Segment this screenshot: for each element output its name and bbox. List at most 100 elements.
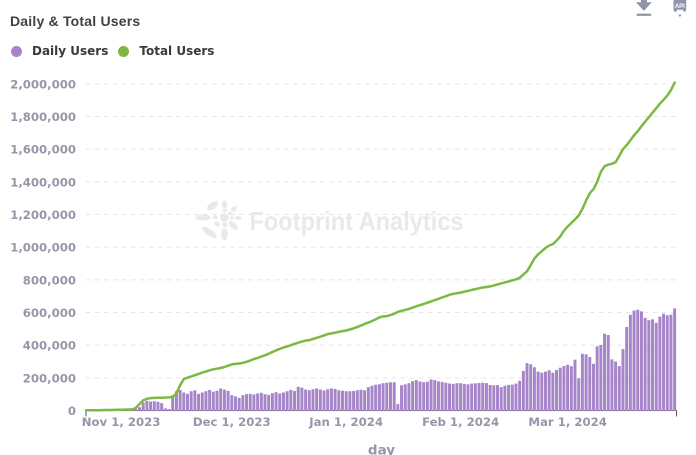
daily-users-bar[interactable] xyxy=(470,383,474,412)
daily-users-bar[interactable] xyxy=(385,382,389,412)
daily-users-bar[interactable] xyxy=(403,384,407,412)
daily-users-bar[interactable] xyxy=(518,380,522,412)
daily-users-bar[interactable] xyxy=(307,390,311,412)
daily-users-bar[interactable] xyxy=(374,384,378,412)
daily-users-bar[interactable] xyxy=(200,392,204,412)
daily-users-bar[interactable] xyxy=(141,402,145,412)
daily-users-bar[interactable] xyxy=(204,391,208,412)
daily-users-bar[interactable] xyxy=(337,390,341,412)
daily-users-bar[interactable] xyxy=(558,367,562,412)
daily-users-bar[interactable] xyxy=(544,371,547,412)
daily-users-bar[interactable] xyxy=(584,354,588,412)
daily-users-bar[interactable] xyxy=(267,394,271,412)
daily-users-bar[interactable] xyxy=(167,409,171,412)
daily-users-bar[interactable] xyxy=(407,383,411,412)
daily-users-bar[interactable] xyxy=(481,382,485,412)
daily-users-bar[interactable] xyxy=(639,311,643,412)
daily-users-bar[interactable] xyxy=(492,385,496,412)
daily-users-bar[interactable] xyxy=(186,393,189,412)
daily-users-bar[interactable] xyxy=(138,407,141,412)
daily-users-bar[interactable] xyxy=(248,393,252,412)
daily-users-bars[interactable] xyxy=(97,308,677,412)
daily-users-bar[interactable] xyxy=(163,408,167,412)
daily-users-bar[interactable] xyxy=(134,409,138,412)
daily-users-bar[interactable] xyxy=(270,393,274,412)
daily-users-bar[interactable] xyxy=(370,385,374,412)
daily-users-bar[interactable] xyxy=(514,383,518,412)
daily-users-bar[interactable] xyxy=(296,386,300,412)
daily-users-bar[interactable] xyxy=(178,389,182,412)
daily-users-bar[interactable] xyxy=(588,357,592,412)
daily-users-bar[interactable] xyxy=(171,395,175,412)
daily-users-bar[interactable] xyxy=(234,396,237,412)
daily-users-bar[interactable] xyxy=(197,393,201,412)
legend-item-total-users[interactable]: Total Users xyxy=(118,44,214,58)
daily-users-bar[interactable] xyxy=(322,390,326,412)
daily-users-bar[interactable] xyxy=(344,391,348,412)
daily-users-bar[interactable] xyxy=(562,366,566,412)
daily-users-bar[interactable] xyxy=(389,382,392,412)
daily-users-bar[interactable] xyxy=(532,367,536,412)
daily-users-bar[interactable] xyxy=(451,383,455,412)
daily-users-bar[interactable] xyxy=(274,392,278,412)
daily-users-bar[interactable] xyxy=(433,380,437,412)
daily-users-bar[interactable] xyxy=(396,404,400,412)
daily-users-bar[interactable] xyxy=(628,314,632,412)
daily-users-bar[interactable] xyxy=(521,370,525,412)
daily-users-bar[interactable] xyxy=(499,387,503,412)
daily-users-bar[interactable] xyxy=(477,383,481,412)
daily-users-bar[interactable] xyxy=(359,389,363,412)
daily-users-bar[interactable] xyxy=(411,381,415,412)
daily-users-bar[interactable] xyxy=(215,390,219,412)
daily-users-bar[interactable] xyxy=(647,320,651,412)
daily-users-bar[interactable] xyxy=(152,401,156,412)
daily-users-bar[interactable] xyxy=(329,388,333,412)
daily-users-bar[interactable] xyxy=(606,335,610,412)
daily-users-bar[interactable] xyxy=(591,363,595,412)
daily-users-bar[interactable] xyxy=(333,388,337,412)
daily-users-bar[interactable] xyxy=(614,361,618,412)
daily-users-bar[interactable] xyxy=(256,393,260,412)
daily-users-bar[interactable] xyxy=(226,390,230,412)
daily-users-bar[interactable] xyxy=(418,381,422,412)
daily-users-bar[interactable] xyxy=(488,385,492,412)
daily-users-bar[interactable] xyxy=(425,381,429,412)
daily-users-bar[interactable] xyxy=(448,383,451,412)
daily-users-bar[interactable] xyxy=(459,383,463,412)
daily-users-bar[interactable] xyxy=(621,349,625,412)
daily-users-bar[interactable] xyxy=(595,346,599,412)
daily-users-bar[interactable] xyxy=(289,389,293,412)
daily-users-bar[interactable] xyxy=(318,389,322,412)
daily-users-bar[interactable] xyxy=(237,397,241,412)
daily-users-bar[interactable] xyxy=(632,310,636,412)
daily-users-bar[interactable] xyxy=(529,364,533,412)
daily-users-bar[interactable] xyxy=(436,381,440,412)
daily-users-bar[interactable] xyxy=(211,391,215,412)
daily-users-bar[interactable] xyxy=(669,314,673,412)
daily-users-bar[interactable] xyxy=(444,382,448,412)
daily-users-bar[interactable] xyxy=(636,309,640,412)
daily-users-bar[interactable] xyxy=(643,317,647,412)
daily-users-bar[interactable] xyxy=(414,380,418,412)
daily-users-bar[interactable] xyxy=(422,382,426,412)
daily-users-bar[interactable] xyxy=(193,390,197,412)
daily-users-bar[interactable] xyxy=(440,381,444,412)
daily-users-bar[interactable] xyxy=(536,371,540,412)
daily-users-bar[interactable] xyxy=(566,364,570,412)
daily-users-bar[interactable] xyxy=(363,390,367,412)
daily-users-bar[interactable] xyxy=(304,389,308,412)
daily-users-bar[interactable] xyxy=(326,389,330,412)
daily-users-bar[interactable] xyxy=(625,327,629,412)
daily-users-bar[interactable] xyxy=(311,389,315,412)
daily-users-bar[interactable] xyxy=(377,384,381,412)
daily-users-bar[interactable] xyxy=(156,401,160,412)
daily-users-bar[interactable] xyxy=(662,313,666,412)
daily-users-bar[interactable] xyxy=(610,359,614,412)
daily-users-bar[interactable] xyxy=(293,390,296,412)
daily-users-bar[interactable] xyxy=(503,385,507,412)
daily-users-bar[interactable] xyxy=(341,390,344,412)
daily-users-bar[interactable] xyxy=(658,316,662,412)
legend-item-daily-users[interactable]: Daily Users xyxy=(11,44,108,58)
download-icon[interactable] xyxy=(630,0,658,20)
daily-users-bar[interactable] xyxy=(484,383,488,412)
